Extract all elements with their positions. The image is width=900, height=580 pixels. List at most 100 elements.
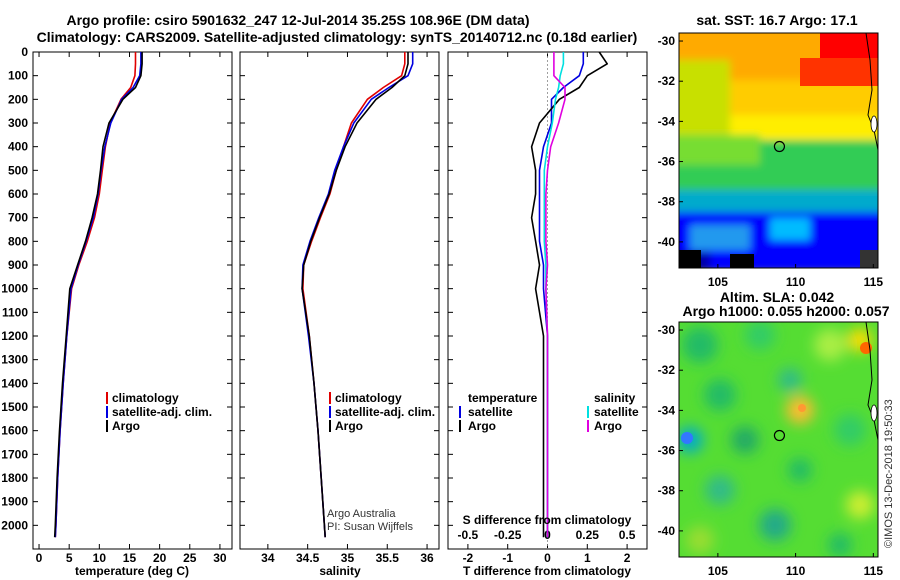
sla-map-float-location: [773, 429, 786, 442]
salinity-difference-tick-label: -0.5: [458, 528, 479, 542]
legend-label-satellite: satellite-adj. clim.: [112, 405, 212, 419]
salinity-legend: climatology satellite-adj. clim. Argo: [329, 391, 435, 433]
figure-title-line2: Climatology: CARS2009. Satellite-adjuste…: [37, 29, 638, 45]
map-y-tick-label: -30: [658, 323, 676, 337]
legend-title-temperature: temperature: [468, 391, 538, 405]
salinity-difference-tick-label: -0.25: [494, 528, 522, 542]
map-y-tick-label: -32: [658, 363, 676, 377]
series-line-argo: [53, 52, 143, 538]
sst-map: [679, 33, 878, 268]
temperature-panel: 0 5 10 15 20 25 30: [36, 52, 227, 565]
difference-legend-temperature: temperature satellite Argo: [459, 391, 538, 433]
x-tick-label: 10: [93, 551, 107, 565]
x-tick-label: 5: [66, 551, 73, 565]
series-line-satellite-adj-clim-: [301, 52, 414, 538]
series-line-salinity-argo: [545, 52, 566, 538]
salinity-xlabel: salinity: [319, 564, 361, 578]
legend-label-climatology: climatology: [112, 391, 179, 405]
imos-watermark: ©IMOS 13-Dec-2018 19:50:33: [883, 399, 895, 548]
depth-tick-label: 1100: [2, 305, 28, 319]
x-tick-label: 34.5: [296, 551, 320, 565]
depth-tick-label: 1400: [1, 376, 28, 390]
map-x-tick-label: 105: [708, 564, 728, 578]
legend-label-argo: Argo: [335, 419, 363, 433]
x-tick-label: 25: [183, 551, 197, 565]
depth-tick-label: 1300: [1, 353, 28, 367]
series-line-temperature-argo: [530, 51, 609, 538]
depth-axis: 0 100 200 300 400 500 600 700 800 900 1000 1100 1200…: [1, 45, 647, 532]
depth-tick-label: 1700: [1, 447, 28, 461]
depth-tick-label: 700: [8, 211, 28, 225]
temperature-panel-frame: [32, 51, 233, 550]
depth-tick-label: 100: [8, 69, 28, 83]
depth-tick-label: 1800: [1, 471, 28, 485]
map-y-tick-label: -34: [658, 114, 676, 128]
map-y-tick-label: -38: [658, 484, 676, 498]
map-y-tick-label: -40: [658, 235, 676, 249]
map-y-tick-label: -40: [658, 524, 676, 538]
legend-label-temperature-argo: Argo: [468, 419, 496, 433]
depth-tick-label: 1600: [1, 424, 28, 438]
depth-tick-label: 400: [8, 140, 28, 154]
map-x-tick-label: 110: [786, 564, 806, 578]
x-tick-label: 1: [584, 551, 591, 565]
sst-map-axes: 105 110 115 -30 -32 -34 -36 -38 -40: [658, 34, 884, 289]
sla-map: [679, 322, 878, 557]
sst-map-title: sat. SST: 16.7 Argo: 17.1: [696, 12, 858, 28]
x-tick-label: 20: [153, 551, 167, 565]
map-y-tick-label: -36: [658, 444, 676, 458]
temperature-legend: climatology satellite-adj. clim. Argo: [106, 391, 212, 433]
credit-pi: PI: Susan Wijffels: [327, 521, 413, 533]
legend-label-argo: Argo: [112, 419, 140, 433]
map-y-tick-label: -36: [658, 155, 676, 169]
x-tick-label: 34: [261, 551, 275, 565]
difference-legend-salinity: salinity satellite Argo: [587, 391, 639, 433]
depth-tick-label: 200: [8, 92, 28, 106]
x-tick-label: 0: [544, 551, 551, 565]
temperature-xlabel: temperature (deg C): [75, 564, 189, 578]
salinity-panel: 34 34.5 35 35.5 36: [261, 52, 434, 565]
legend-label-satellite: satellite-adj. clim.: [335, 405, 435, 419]
credit-org: Argo Australia: [327, 508, 396, 520]
depth-tick-label: 2000: [1, 518, 28, 532]
difference-xlabel: T difference from climatology: [463, 564, 631, 578]
x-tick-label: 2: [624, 551, 631, 565]
x-tick-label: 0: [36, 551, 43, 565]
map-x-tick-label: 105: [708, 275, 728, 289]
figure-title-line1: Argo profile: csiro 5901632_247 12-Jul-2…: [66, 12, 529, 28]
legend-label-salinity-argo: Argo: [594, 419, 622, 433]
sst-map-float-location: [773, 140, 786, 153]
sst-map-frame: [678, 32, 879, 269]
depth-tick-label: 600: [8, 187, 28, 201]
series-line-climatology: [54, 52, 137, 538]
map-x-tick-label: 110: [786, 275, 806, 289]
x-tick-label: -1: [502, 551, 513, 565]
series-line-satellite-adj-clim-: [54, 52, 142, 538]
map-y-tick-label: -38: [658, 195, 676, 209]
x-tick-label: 35.5: [376, 551, 400, 565]
depth-tick-label: 900: [8, 258, 28, 272]
map-y-tick-label: -30: [658, 34, 676, 48]
x-tick-label: 36: [420, 551, 434, 565]
depth-tick-label: 0: [21, 45, 28, 59]
x-tick-label: 15: [123, 551, 137, 565]
x-tick-label: -2: [463, 551, 474, 565]
depth-tick-label: 800: [8, 234, 28, 248]
sla-map-axes: 105 110 115 -30 -32 -34 -36 -38 -40: [658, 323, 884, 578]
salinity-panel-frame: [239, 51, 440, 550]
difference-panel: -2 -1 0 1 2-0.5 -0.25 0 0.25 0.5: [458, 51, 636, 565]
depth-tick-label: 1000: [1, 282, 28, 296]
series-line-argo: [301, 52, 409, 538]
depth-tick-label: 500: [8, 163, 28, 177]
depth-tick-label: 1900: [1, 495, 28, 509]
legend-title-salinity: salinity: [594, 391, 636, 405]
x-tick-label: 30: [213, 551, 227, 565]
map-y-tick-label: -32: [658, 74, 676, 88]
sla-map-frame: [678, 321, 879, 558]
sla-map-title: Altim. SLA: 0.042: [720, 289, 835, 305]
map-y-tick-label: -34: [658, 403, 676, 417]
depth-tick-label: 300: [8, 116, 28, 130]
map-x-tick-label: 115: [864, 564, 884, 578]
